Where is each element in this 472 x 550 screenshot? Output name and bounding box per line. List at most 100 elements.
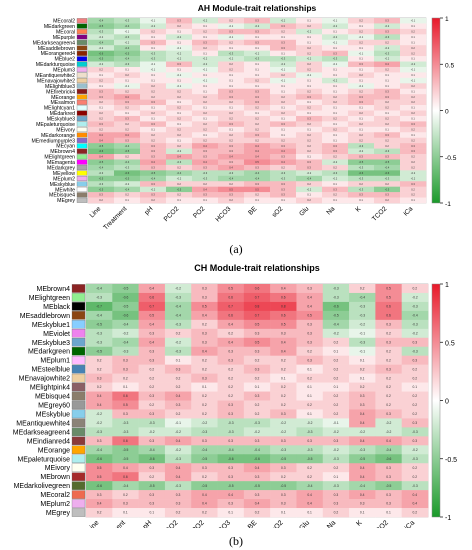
chart0-cell-label: 0.1	[177, 40, 181, 44]
chart1-cell-label: 0.3	[307, 439, 312, 443]
chart0-cell	[296, 154, 323, 160]
chart0-cell	[114, 50, 141, 57]
chart1-cell	[86, 355, 113, 365]
chart1-cell-label: 0.2	[413, 466, 418, 470]
chart1-cell	[138, 472, 166, 482]
chart0-cell-label: 0.1	[151, 35, 155, 39]
chart1-cell	[401, 490, 429, 500]
chart0-cell	[348, 94, 375, 100]
chart0-col-label: iCa	[402, 205, 414, 217]
chart0-cell-label: -0.1	[229, 24, 234, 28]
chart1-cell-label: -0.2	[386, 430, 392, 434]
chart0-cell	[270, 39, 297, 46]
chart0-cell-label: 0.2	[255, 122, 259, 126]
chart0-cell-label: 0.2	[229, 198, 233, 202]
chart1-cell-label: -0.4	[228, 448, 234, 452]
chart1-cell	[243, 409, 271, 419]
chart0-row-swatch	[76, 67, 88, 73]
chart0-cell-label: 0.4	[281, 160, 285, 164]
chart0-cell	[88, 88, 115, 95]
chart1-cell-label: 0.2	[97, 358, 102, 362]
chart1-cell-label: 0.3	[386, 502, 391, 506]
chart1-cell-label: 0.3	[202, 340, 207, 344]
chart0-cell-label: 0.2	[307, 51, 311, 55]
chart0-cell	[192, 56, 219, 62]
chart0-cell	[296, 181, 323, 187]
chart1-row-swatch	[71, 445, 86, 455]
chart0-cell	[88, 45, 115, 51]
chart0-cell	[400, 88, 427, 95]
chart0-cell	[166, 121, 193, 128]
chart0-cell	[166, 115, 193, 122]
chart1-cell-label: -0.2	[96, 412, 102, 416]
chart0-cell-label: 0.3	[151, 193, 155, 197]
chart1-cell	[164, 481, 192, 491]
chart0-cell	[322, 83, 349, 90]
chart1-row-label: MEskyblue	[36, 411, 70, 418]
chart0-cell-label: 0.3	[359, 62, 363, 66]
chart0-cell	[114, 45, 141, 51]
chart0-cell-label: 0.2	[229, 62, 233, 66]
chart1-cell-label: 0.4	[228, 322, 233, 326]
chart0-cell-label: -0.3	[385, 35, 390, 39]
chart1-colorbar-tick-label: 0	[445, 399, 449, 406]
chart1-cell-label: 0.3	[281, 331, 286, 335]
chart0-cell	[218, 39, 245, 46]
chart0-cell-label: 0.1	[385, 84, 389, 88]
chart1-cell	[191, 346, 218, 356]
chart0-cell	[114, 115, 141, 122]
chart0-cell-label: 0.2	[255, 106, 259, 110]
chart0-cell-label: 0.4	[125, 95, 129, 99]
chart1-row-label: MEskyblue1	[32, 322, 70, 329]
chart1-cell	[138, 427, 166, 437]
chart0-row-label: MEwhite	[55, 187, 75, 193]
chart1-cell-label: 0.2	[149, 403, 154, 407]
chart0-cell	[374, 148, 401, 155]
chart1-row-label: MEplum2	[40, 501, 70, 508]
chart0-cell	[270, 181, 297, 187]
chart0-cell-label: 0.2	[307, 62, 311, 66]
chart0-cell-label: 0.1	[333, 89, 337, 93]
chart0-cell-label: 0.1	[255, 198, 259, 202]
chart0-cell-label: 0.1	[307, 100, 311, 104]
chart1-cell	[296, 328, 324, 339]
chart1-cell-label: 0.4	[202, 349, 207, 353]
chart0-cell	[270, 66, 297, 73]
chart1-cell	[112, 301, 139, 312]
chart0-cell-label: -0.3	[151, 57, 156, 61]
chart1-cell	[112, 319, 139, 330]
chart1-cell-label: 0.3	[123, 502, 128, 506]
chart0-cell	[114, 170, 141, 177]
chart0-cell	[244, 115, 271, 122]
chart1-cell-label: 0.2	[334, 367, 339, 371]
chart0-row-label: MEplum3	[53, 68, 75, 74]
chart0-cell-label: 0.2	[359, 122, 363, 126]
chart0-col-label: Glu	[298, 205, 310, 217]
chart1-cell	[164, 454, 192, 464]
chart1-cell	[243, 481, 271, 491]
chart1-cell	[375, 481, 402, 491]
chart1-row-label: MEdarkolivegreen	[14, 483, 71, 490]
chart0-cell-label: 0.1	[151, 106, 155, 110]
chart1-cell-label: -0.5	[307, 457, 313, 461]
chart0-cell	[114, 23, 141, 30]
chart1-cell-label: 0.3	[255, 331, 260, 335]
chart1-cell	[296, 301, 324, 312]
chart0-cell	[270, 110, 297, 117]
chart0-cell	[322, 39, 349, 46]
chart1-cell	[164, 409, 192, 419]
chart0-cell	[166, 94, 193, 100]
chart0-cell-label: 0.1	[411, 117, 415, 121]
chart1-cell-label: 0.3	[255, 349, 260, 353]
chart0-cell	[218, 99, 245, 106]
chart0-row-label: MEcyan	[56, 144, 75, 150]
chart0-row-swatch	[76, 116, 88, 122]
chart0-cell	[88, 34, 115, 41]
chart1-cell	[243, 418, 271, 428]
chart0-cell-label: 0.2	[281, 30, 285, 34]
chart1-row-swatch	[71, 382, 86, 392]
chart1-row-label: MEgrey60	[38, 403, 70, 410]
chart1-cell	[349, 364, 376, 374]
chart1-cell-label: -0.5	[280, 457, 286, 461]
chart0-cell	[140, 56, 167, 62]
